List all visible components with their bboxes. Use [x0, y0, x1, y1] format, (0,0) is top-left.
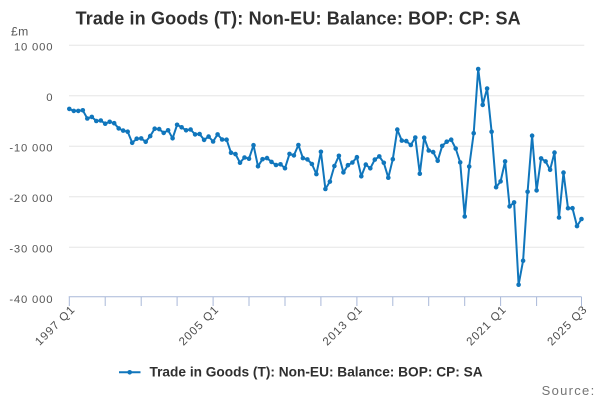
svg-text:-20 000: -20 000 — [9, 193, 53, 205]
svg-text:£m: £m — [11, 25, 29, 39]
svg-text:10 000: 10 000 — [14, 42, 53, 54]
svg-text:Trade in Goods (T): Non-EU: Ba: Trade in Goods (T): Non-EU: Balance: BOP… — [76, 8, 521, 28]
svg-text:-10 000: -10 000 — [9, 143, 53, 155]
svg-text:-30 000: -30 000 — [9, 244, 53, 256]
svg-text:0: 0 — [46, 92, 53, 104]
svg-text:Source:: Source: — [542, 383, 596, 398]
svg-text:-40 000: -40 000 — [9, 294, 53, 306]
svg-text:Trade in Goods (T): Non-EU: Ba: Trade in Goods (T): Non-EU: Balance: BOP… — [150, 365, 483, 380]
